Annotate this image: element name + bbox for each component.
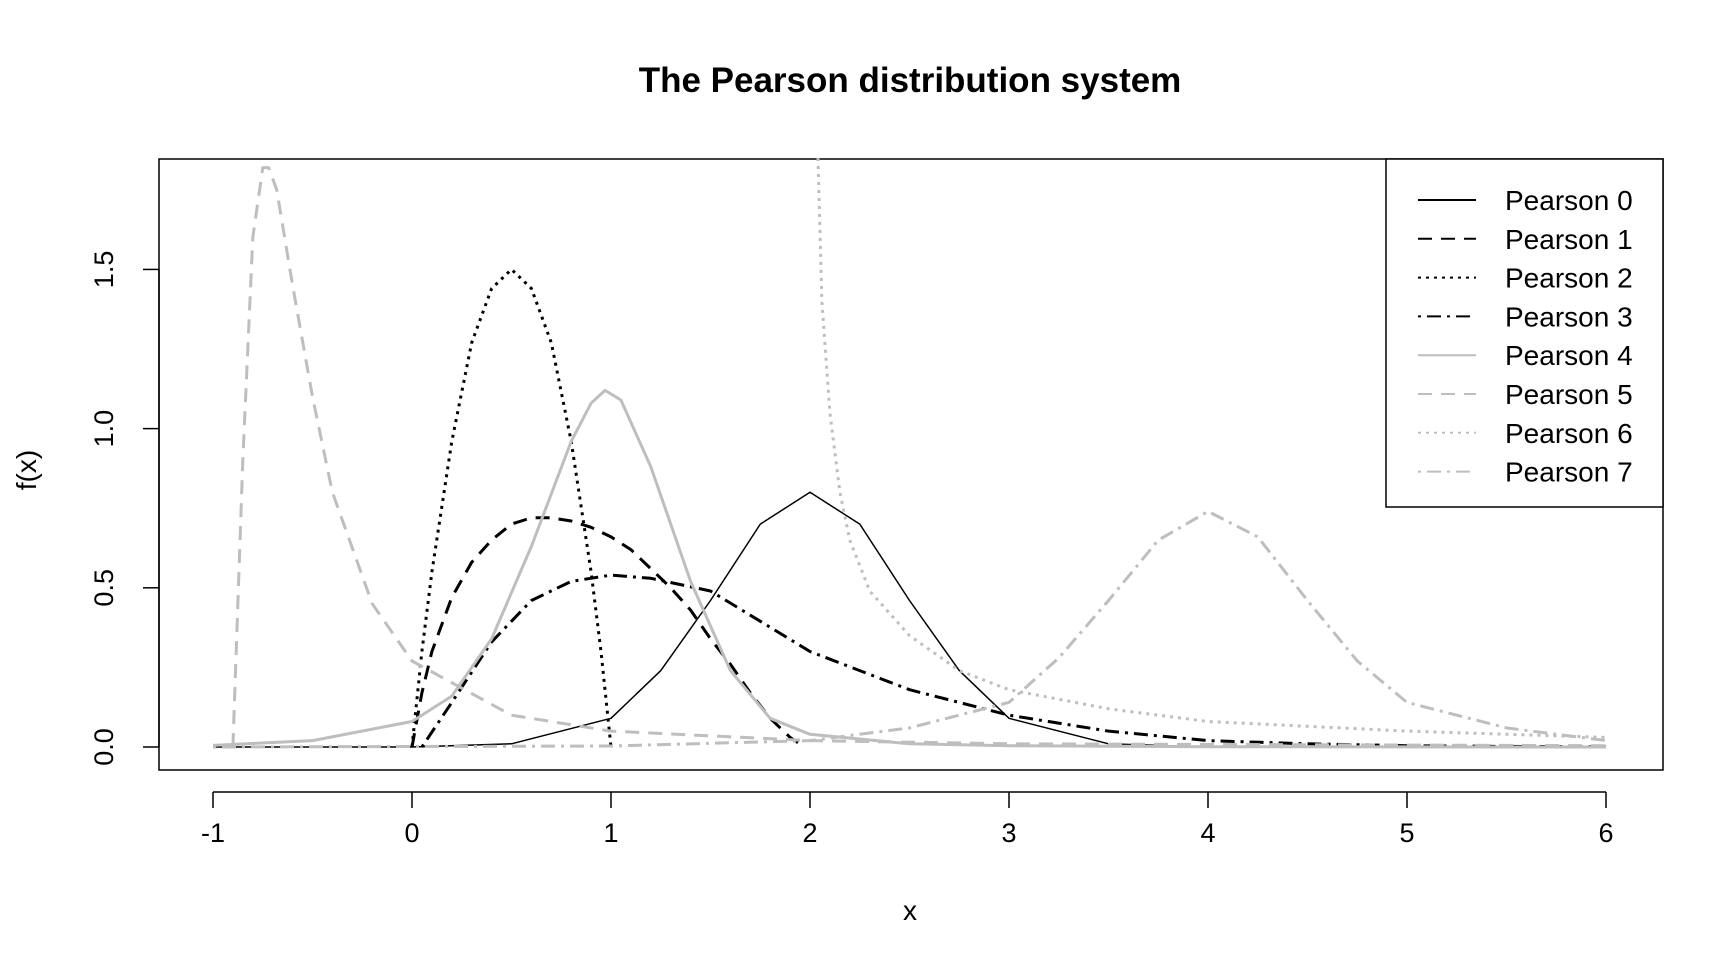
- series-line-pearson-2: [410, 267, 613, 748]
- x-tick-label: 6: [1598, 818, 1613, 848]
- y-axis: 0.0 0.5 1.0 1.5: [89, 251, 160, 766]
- series-line-pearson-7: [212, 509, 1607, 749]
- x-tick-label: 3: [1001, 818, 1016, 848]
- x-tick-label: 4: [1200, 818, 1215, 848]
- legend-label: Pearson 6: [1505, 418, 1633, 449]
- legend-label: Pearson 4: [1505, 340, 1633, 371]
- series-line-pearson-4: [212, 388, 1607, 749]
- x-tick-label: 0: [404, 818, 419, 848]
- x-tick-label: 5: [1399, 818, 1414, 848]
- chart-title: The Pearson distribution system: [639, 61, 1182, 100]
- y-tick-label: 1.0: [89, 410, 119, 448]
- legend: Pearson 0 Pearson 1 Pearson 2 Pearson 3 Pear…: [1385, 158, 1664, 508]
- legend-label: Pearson 1: [1505, 224, 1633, 255]
- x-tick-label: 2: [802, 818, 817, 848]
- legend-label: Pearson 7: [1505, 457, 1633, 488]
- y-tick-label: 0.0: [89, 728, 119, 766]
- series-line-pearson-0: [213, 491, 1606, 748]
- series-line-pearson-6: [816, 157, 1607, 739]
- y-axis-label: f(x): [11, 450, 42, 490]
- legend-label: Pearson 0: [1505, 185, 1633, 216]
- y-tick-label: 1.5: [89, 251, 119, 289]
- x-tick-label: -1: [201, 818, 225, 848]
- legend-entries: Pearson 0 Pearson 1 Pearson 2 Pearson 3 Pear…: [1418, 185, 1633, 488]
- y-tick-label: 0.5: [89, 569, 119, 607]
- x-axis: -1 0 1 2 3 4 5 6: [201, 791, 1614, 848]
- series-layer: [212, 157, 1607, 749]
- x-tick-label: 1: [603, 818, 618, 848]
- x-axis-label: x: [903, 895, 917, 926]
- legend-label: Pearson 5: [1505, 379, 1633, 410]
- legend-label: Pearson 3: [1505, 301, 1633, 332]
- legend-label: Pearson 2: [1505, 263, 1633, 294]
- legend-box: [1385, 158, 1664, 508]
